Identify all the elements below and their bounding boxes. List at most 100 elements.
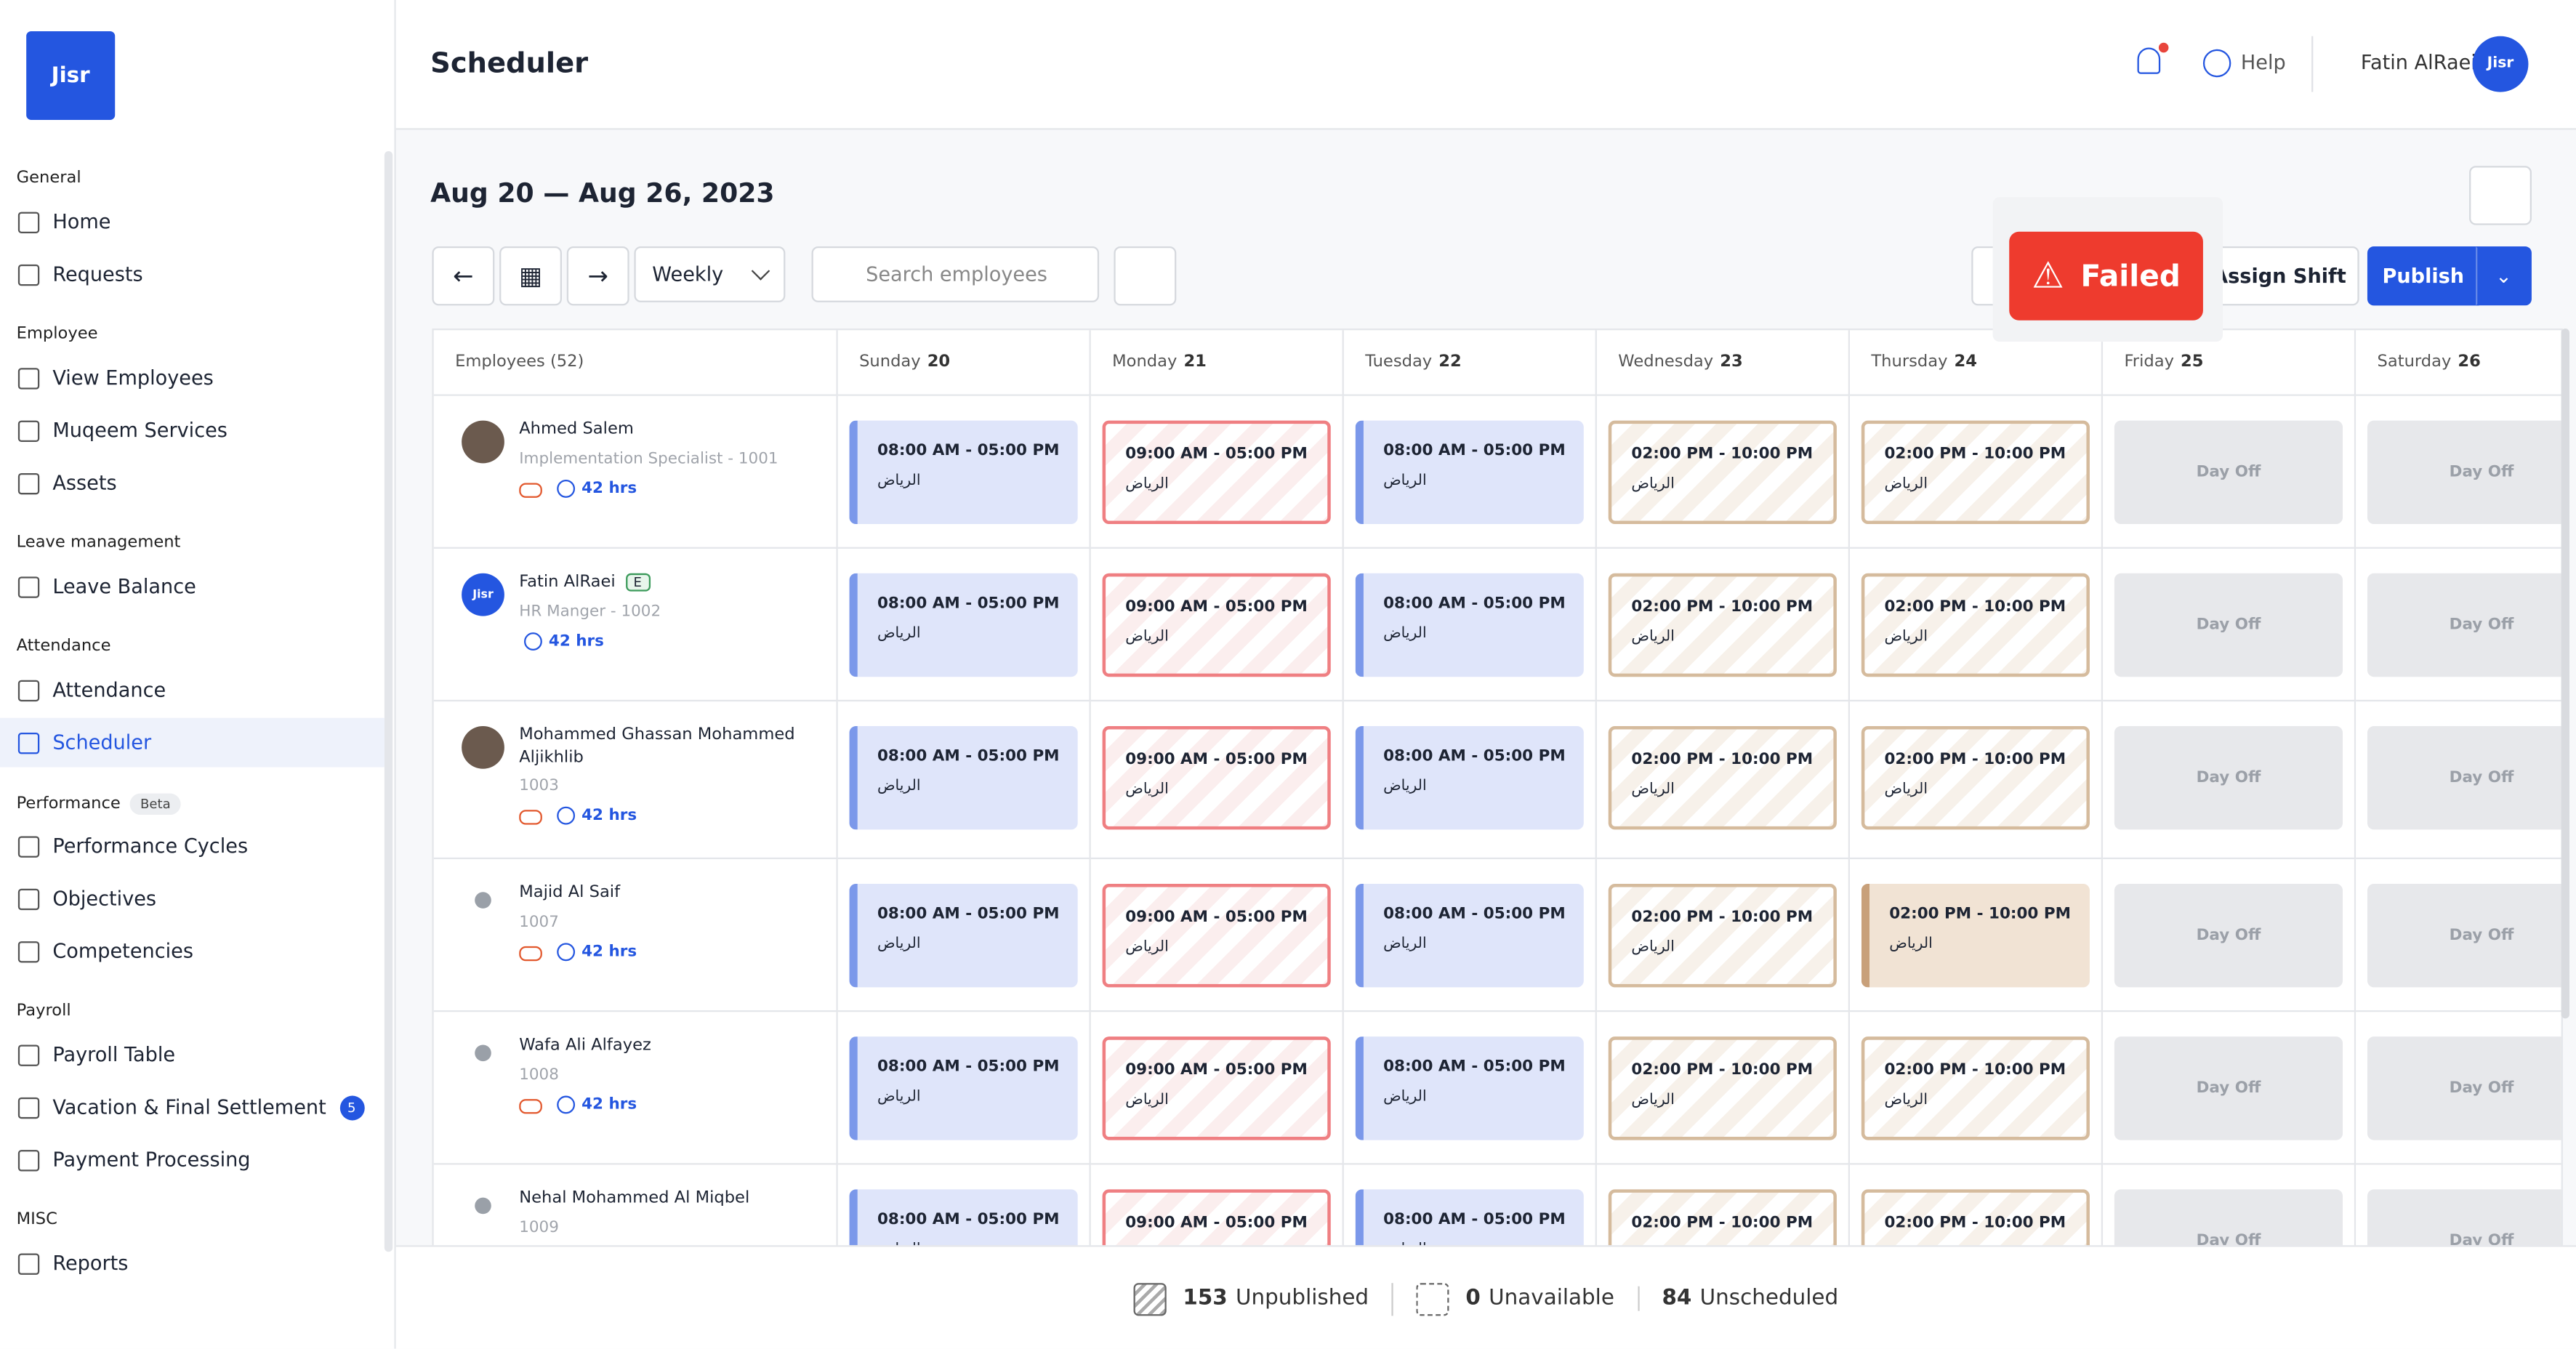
link-icon — [519, 1099, 542, 1114]
notifications[interactable] — [2137, 47, 2161, 74]
shift-card[interactable]: 08:00 AM - 05:00 PM الرياض — [849, 1036, 1078, 1140]
nav-item[interactable]: Payment Processing — [0, 1135, 385, 1185]
nav-icon — [17, 211, 40, 233]
shift-card[interactable]: Day Off — [2367, 573, 2561, 677]
shift-card[interactable]: Day Off — [2367, 1036, 2561, 1140]
nav-item[interactable]: Payroll Table — [0, 1030, 385, 1079]
nav-item[interactable]: Home — [0, 197, 385, 246]
filter-button[interactable] — [1114, 246, 1177, 306]
calendar-button[interactable]: ▦ — [499, 246, 562, 306]
shift-card[interactable]: 08:00 AM - 05:00 PM الرياض — [1355, 883, 1584, 988]
assign-shift[interactable]: Assign Shift — [2199, 246, 2359, 306]
stat-count: 153 — [1183, 1286, 1228, 1311]
nav-item[interactable]: View Employees — [0, 353, 385, 403]
shift-location: الرياض — [877, 778, 921, 795]
help[interactable]: Help — [2240, 51, 2286, 74]
publish-menu[interactable]: ⌄ — [2476, 246, 2532, 306]
shift-card[interactable]: Day Off — [2367, 883, 2561, 988]
nav-item[interactable]: Assets — [0, 459, 385, 508]
employee-subtitle: HR Manger - 1002 — [519, 603, 661, 621]
day-cell: 08:00 AM - 05:00 PM الرياض — [837, 859, 1091, 1012]
expand-button[interactable] — [2469, 166, 2532, 225]
link-icon — [519, 810, 542, 825]
shift-card[interactable]: 08:00 AM - 05:00 PM الرياض — [849, 1189, 1078, 1247]
nav-item[interactable]: Scheduler — [0, 717, 385, 768]
shift-card[interactable]: 08:00 AM - 05:00 PM الرياض — [849, 420, 1078, 525]
prev-button[interactable]: ← — [432, 246, 495, 306]
shift-card[interactable]: 08:00 AM - 05:00 PM الرياض — [1355, 573, 1584, 677]
shift-card[interactable]: Day Off — [2367, 726, 2561, 830]
day-header: Monday 21 — [1090, 330, 1344, 396]
search-box[interactable]: Search employees — [811, 246, 1100, 302]
shift-card[interactable]: 08:00 AM - 05:00 PM الرياض — [849, 883, 1078, 988]
nav-item[interactable]: Performance Cycles — [0, 821, 385, 871]
shift-card[interactable]: Day Off — [2114, 1189, 2343, 1247]
day-cell: 08:00 AM - 05:00 PM الرياض — [837, 701, 1091, 860]
shift-time: Day Off — [2196, 926, 2261, 945]
nav-item[interactable]: Objectives — [0, 874, 385, 923]
shift-card[interactable]: 08:00 AM - 05:00 PM الرياض — [1355, 1036, 1584, 1140]
nav-item[interactable]: Competencies — [0, 927, 385, 976]
shift-card[interactable]: Day Off — [2114, 1036, 2343, 1140]
next-button[interactable]: → — [566, 246, 629, 306]
nav-item[interactable]: Muqeem Services — [0, 406, 385, 455]
view-select[interactable]: Weekly — [634, 246, 786, 302]
shift-card[interactable]: 08:00 AM - 05:00 PM الرياض — [1355, 420, 1584, 525]
shift-location: الرياض — [1631, 1092, 1675, 1109]
stat-count: 0 — [1465, 1286, 1481, 1311]
nav-item[interactable]: Leave Balance — [0, 562, 385, 611]
shift-card[interactable]: 08:00 AM - 05:00 PM الرياض — [849, 573, 1078, 677]
user-name: Fatin AlRaei — [2360, 51, 2476, 74]
nav-label: Competencies — [52, 939, 193, 963]
shift-card[interactable]: Day Off — [2114, 883, 2343, 988]
employee-avatar — [462, 420, 504, 464]
link-icon — [519, 483, 542, 498]
nav-icon — [17, 940, 40, 962]
day-name: Tuesday — [1365, 353, 1433, 371]
shift-time: 09:00 AM - 05:00 PM — [1125, 1214, 1308, 1233]
shift-card[interactable]: 08:00 AM - 05:00 PM الرياض — [1355, 1189, 1584, 1247]
search-placeholder: Search employees — [866, 262, 1047, 286]
shift-time: 08:00 AM - 05:00 PM — [1383, 747, 1566, 766]
shift-card[interactable]: Day Off — [2114, 420, 2343, 525]
hours: 42 hrs — [548, 632, 604, 651]
nav-item[interactable]: Requests — [0, 250, 385, 299]
shift-time: 08:00 AM - 05:00 PM — [877, 441, 1060, 460]
day-cell: Day Off — [2103, 701, 2356, 860]
nav-icon — [17, 367, 40, 389]
nav-item[interactable]: Reports — [0, 1239, 385, 1288]
shift-card[interactable]: Day Off — [2367, 420, 2561, 525]
day-cell: 02:00 PM - 10:00 PM الرياض — [1849, 548, 2104, 702]
nav-item[interactable]: Attendance — [0, 665, 385, 714]
shift-card[interactable]: Day Off — [2367, 1189, 2561, 1247]
shift-card[interactable]: 08:00 AM - 05:00 PM الرياض — [1355, 726, 1584, 830]
user-avatar[interactable]: Jisr — [2472, 36, 2529, 92]
shift-card[interactable]: Day Off — [2114, 726, 2343, 830]
day-cell: 08:00 AM - 05:00 PM الرياض — [837, 548, 1091, 702]
publish[interactable]: Publish — [2367, 246, 2479, 306]
nav-icon — [17, 419, 40, 441]
employee-cell: Wafa Ali Alfayez 1008 42 hrs — [433, 1012, 838, 1165]
shift-card[interactable]: Day Off — [2114, 573, 2343, 677]
sidebar-scrollbar — [384, 150, 393, 1252]
shift-card[interactable]: 08:00 AM - 05:00 PM الرياض — [849, 726, 1078, 830]
nav-item[interactable]: Vacation & Final Settlement 5 — [0, 1082, 385, 1132]
